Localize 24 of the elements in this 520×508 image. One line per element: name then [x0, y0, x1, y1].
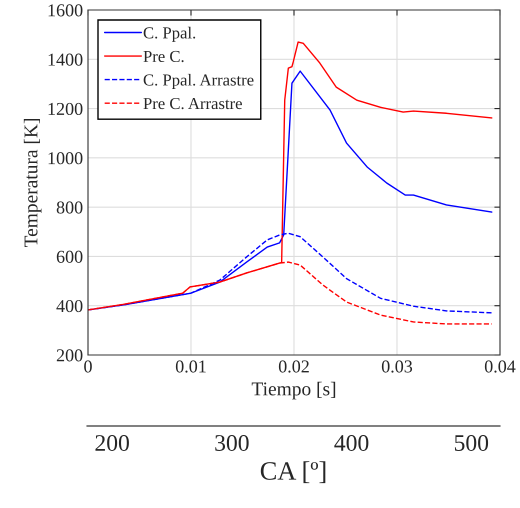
y-tick-label: 1200 — [48, 102, 82, 116]
legend-label: Pre C. — [143, 50, 184, 62]
x-tick-label: 0.03 — [382, 360, 412, 373]
y-tick-label: 1400 — [48, 54, 82, 66]
legend-label: Pre C. Arrastre — [143, 98, 242, 110]
x-tick-label: 0.02 — [278, 360, 309, 373]
x-tick-label: 0.01 — [176, 360, 206, 373]
legend-label: C. Ppal. Arrastre — [144, 74, 254, 89]
y-tick-label: 1000 — [48, 152, 82, 164]
x-axis-title: Tiempo [s] — [252, 382, 336, 400]
x2-tick-label: 500 — [454, 435, 488, 451]
x2-tick-label: 200 — [95, 435, 129, 451]
x2-tick-label: 300 — [215, 435, 249, 451]
legend-label: C. Ppal. — [144, 26, 196, 42]
x2-axis-title: CA [º] — [260, 461, 326, 484]
y-tick-label: 1600 — [48, 4, 82, 16]
x-tick-label: 0 — [84, 360, 92, 373]
y-tick-label: 400 — [56, 300, 82, 312]
y-tick-label: 600 — [56, 250, 82, 263]
y-axis-title: Temperatura [K] — [24, 119, 42, 248]
y-tick-label: 200 — [56, 349, 82, 362]
x2-tick-label: 400 — [334, 435, 368, 451]
x-tick-label: 0.04 — [484, 360, 516, 373]
y-tick-label: 800 — [56, 201, 82, 214]
